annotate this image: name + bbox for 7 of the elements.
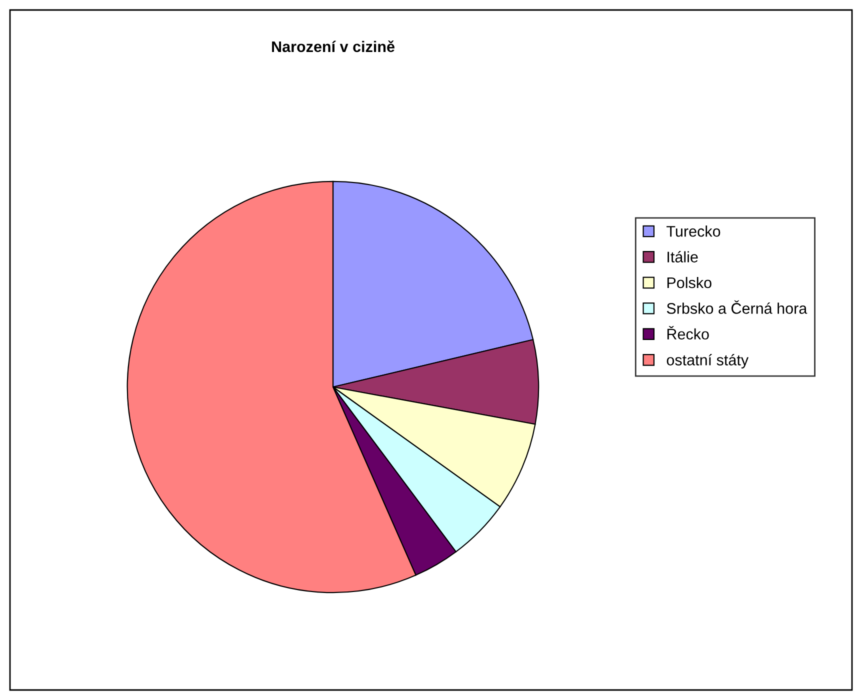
legend-label: Turecko bbox=[666, 226, 720, 237]
legend-label: Srbsko a Černá hora bbox=[666, 300, 808, 314]
legend-label: ostatní státy bbox=[666, 354, 749, 368]
legend-label: Polsko bbox=[667, 276, 712, 288]
legend-label: Itálie bbox=[668, 251, 698, 262]
legend-label: Řecko bbox=[667, 326, 709, 340]
chart-title: Narození v cizině bbox=[272, 40, 394, 52]
